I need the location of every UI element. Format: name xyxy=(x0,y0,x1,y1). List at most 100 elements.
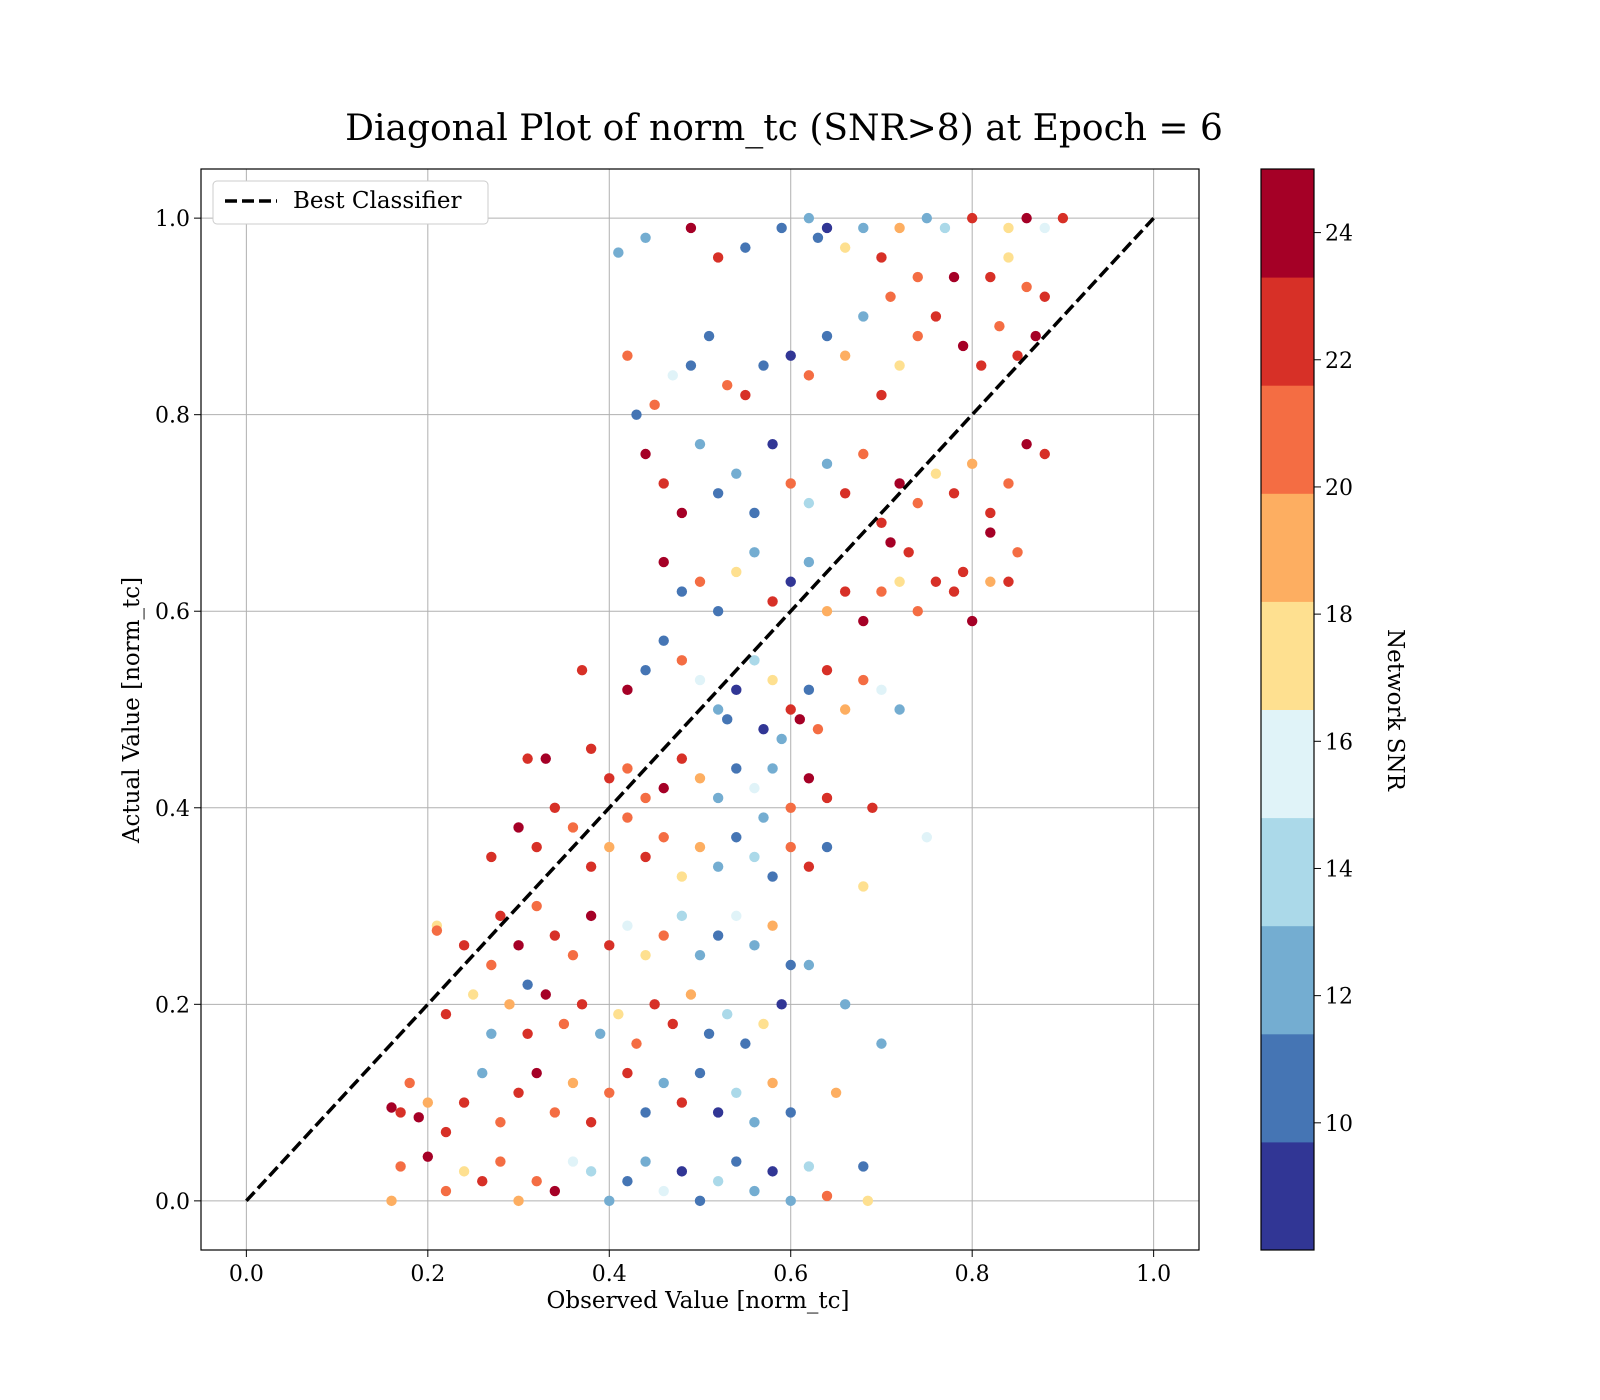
data-point xyxy=(604,841,615,853)
data-point xyxy=(531,900,542,912)
data-point xyxy=(694,1067,706,1079)
colorbar-segment xyxy=(1261,709,1314,819)
data-point xyxy=(749,547,760,558)
data-point xyxy=(894,360,905,371)
data-point xyxy=(821,330,833,342)
data-point xyxy=(395,1107,406,1118)
data-point xyxy=(495,1117,506,1128)
data-point xyxy=(513,1087,524,1098)
data-point xyxy=(440,1126,452,1138)
data-point xyxy=(903,547,914,558)
data-point xyxy=(740,389,751,401)
data-point xyxy=(1012,350,1023,361)
data-point xyxy=(486,1028,497,1040)
data-point xyxy=(549,1107,561,1118)
data-point xyxy=(1039,291,1050,302)
data-point xyxy=(440,1185,452,1197)
data-point xyxy=(685,222,697,234)
colorbar-segment xyxy=(1261,169,1314,278)
data-point xyxy=(413,1112,424,1123)
y-axis-label: Actual Value [norm_tc] xyxy=(119,577,145,844)
data-point xyxy=(640,792,651,804)
data-point xyxy=(631,409,642,420)
data-point xyxy=(1012,547,1023,558)
data-point xyxy=(930,468,942,479)
data-point xyxy=(604,1195,615,1207)
data-point xyxy=(740,1038,751,1049)
data-point xyxy=(712,606,724,617)
data-point xyxy=(731,566,742,578)
data-point xyxy=(758,1018,769,1030)
data-point xyxy=(921,832,933,843)
data-point xyxy=(694,1195,706,1207)
data-point xyxy=(740,242,751,253)
data-point xyxy=(948,488,960,499)
y-tick-label: 1.0 xyxy=(155,207,190,232)
data-point xyxy=(767,1166,778,1177)
data-point xyxy=(821,606,833,617)
data-point xyxy=(858,311,869,322)
data-point xyxy=(1003,252,1014,263)
data-point xyxy=(495,1156,506,1167)
data-point xyxy=(858,448,869,460)
data-point xyxy=(567,1077,579,1089)
data-point xyxy=(540,989,551,1000)
data-point xyxy=(395,1161,406,1172)
data-point xyxy=(676,1166,688,1177)
data-point xyxy=(640,664,651,676)
data-point xyxy=(731,468,742,479)
legend-label: Best Classifier xyxy=(293,188,461,214)
data-point xyxy=(558,1018,570,1030)
data-point xyxy=(486,959,497,971)
data-point xyxy=(985,527,996,538)
y-axis-ticks: 0.0 0.2 0.4 0.6 0.8 1.0 xyxy=(155,207,201,1215)
data-point xyxy=(694,438,706,450)
data-point xyxy=(703,1028,715,1040)
data-point xyxy=(776,999,787,1010)
data-point xyxy=(821,664,833,676)
data-point xyxy=(622,812,633,823)
data-point xyxy=(767,871,778,882)
colorbar-segment xyxy=(1261,601,1314,710)
plot-frame xyxy=(200,168,1200,1251)
data-point xyxy=(803,684,815,696)
data-point xyxy=(1003,222,1014,234)
data-point xyxy=(785,802,796,813)
colorbar-segment xyxy=(1261,1033,1314,1143)
y-tick-label: 0.8 xyxy=(155,404,190,429)
data-point xyxy=(821,222,833,234)
data-point xyxy=(422,1097,434,1108)
chart-title: Diagonal Plot of norm_tc (SNR>8) at Epoc… xyxy=(345,108,1223,149)
data-point xyxy=(458,1166,470,1177)
data-point xyxy=(839,350,851,361)
data-point xyxy=(839,999,851,1010)
data-point xyxy=(821,1190,833,1202)
data-point xyxy=(1039,222,1050,234)
y-tick-label: 0.2 xyxy=(155,993,190,1018)
colorbar-tick-label: 10 xyxy=(1325,1112,1353,1137)
data-point xyxy=(567,949,579,961)
data-point xyxy=(803,861,815,872)
data-point xyxy=(513,822,524,833)
data-point xyxy=(731,1087,742,1098)
data-point xyxy=(685,360,697,371)
colorbar-label: Network SNR xyxy=(1382,629,1408,792)
data-point xyxy=(921,212,933,224)
data-point xyxy=(640,949,651,961)
data-point xyxy=(504,999,515,1010)
data-point xyxy=(640,851,651,863)
data-point xyxy=(862,1195,874,1207)
data-point xyxy=(1030,330,1041,342)
data-point xyxy=(531,841,542,853)
colorbar-segment xyxy=(1261,493,1314,602)
data-point xyxy=(622,920,633,931)
x-tick-label: 0.6 xyxy=(773,1262,808,1287)
data-point xyxy=(658,782,669,794)
data-point xyxy=(694,576,706,587)
data-point xyxy=(803,959,815,971)
data-point xyxy=(767,763,778,774)
data-point xyxy=(858,674,869,686)
data-point xyxy=(767,920,778,931)
data-point xyxy=(912,330,923,342)
data-point xyxy=(722,1008,733,1020)
